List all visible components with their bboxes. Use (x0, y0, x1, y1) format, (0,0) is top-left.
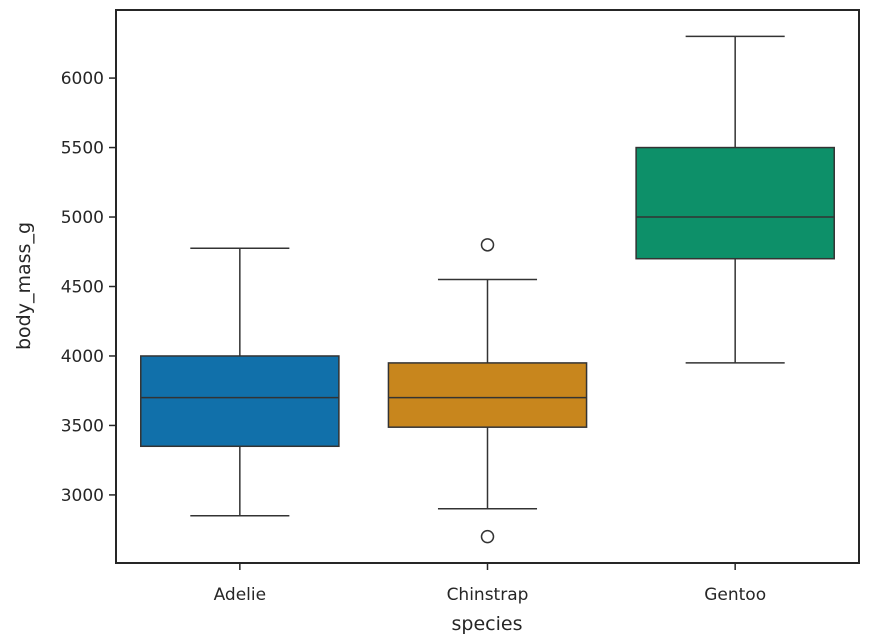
plot-marks (140, 35, 835, 544)
y-tick-label: 3000 (61, 486, 104, 506)
x-axis: Adelie Chinstrap Gentoo (214, 563, 766, 605)
box-group-adelie (140, 247, 340, 517)
x-tick-label-gentoo: Gentoo (704, 585, 766, 605)
box-gentoo (635, 146, 835, 260)
y-tick-label: 3500 (61, 416, 104, 436)
y-tick-label: 4500 (61, 278, 104, 298)
box-adelie (140, 355, 340, 448)
y-tick-label: 6000 (61, 69, 104, 89)
y-axis: 3000 3500 4000 4500 5000 5500 6000 (61, 69, 116, 506)
outlier-point (480, 238, 495, 252)
x-tick-label-adelie: Adelie (214, 585, 267, 605)
x-tick-label-chinstrap: Chinstrap (447, 585, 529, 605)
y-tick-label: 5500 (61, 139, 104, 159)
box-group-chinstrap (387, 238, 588, 544)
x-axis-label: species (452, 613, 523, 635)
y-tick-label: 4000 (61, 347, 104, 367)
box-chinstrap (387, 362, 588, 428)
y-axis-label: body_mass_g (13, 222, 35, 350)
outlier-point (480, 529, 495, 544)
y-tick-label: 5000 (61, 208, 104, 228)
box-group-gentoo (635, 35, 835, 364)
